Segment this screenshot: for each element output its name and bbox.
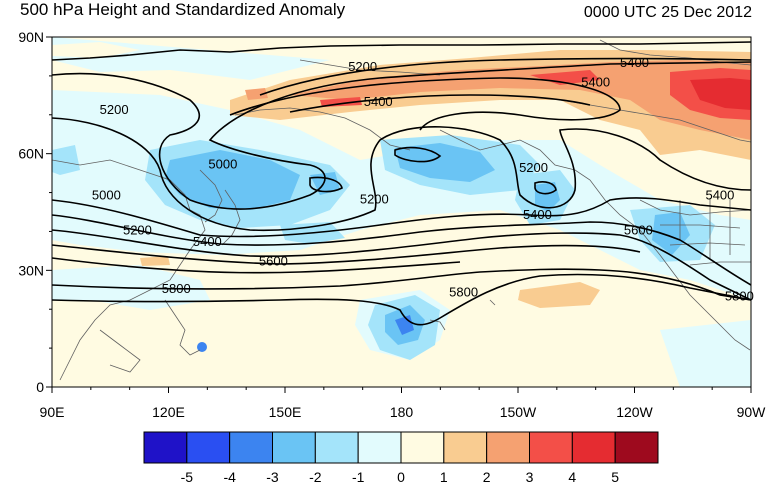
colorbar-label: 5 xyxy=(611,469,619,485)
contour-label: 5800 xyxy=(162,281,191,296)
colorbar-swatch xyxy=(571,431,616,464)
colorbar-swatch xyxy=(529,431,573,464)
contour-label: 5400 xyxy=(581,75,610,90)
colorbar xyxy=(143,431,659,464)
contour-label: 5200 xyxy=(100,102,129,117)
contour-label: 5400 xyxy=(620,55,649,70)
lon-label: 120W xyxy=(616,404,653,420)
colorbar-swatch xyxy=(229,431,274,464)
contour-label: 5000 xyxy=(208,156,237,171)
contour-label: 5400 xyxy=(193,234,222,249)
colorbar-label: -5 xyxy=(181,469,194,485)
contour-label: 5400 xyxy=(705,187,734,202)
contour-label: 5200 xyxy=(123,222,152,237)
contour-label: 5000 xyxy=(92,187,121,202)
contour-label: 5400 xyxy=(523,207,552,222)
colorbar-swatch xyxy=(400,431,445,464)
lat-label: 0 xyxy=(36,379,44,395)
colorbar-label: 4 xyxy=(568,469,576,485)
longitude-ticks: 90E 120E 150E 180 150W 120W 90W xyxy=(40,387,767,420)
colorbar-label: 0 xyxy=(397,469,405,485)
colorbar-swatch xyxy=(486,431,530,464)
colorbar-label: -2 xyxy=(309,469,322,485)
contour-label: 5800 xyxy=(725,289,754,304)
contour-label: 5400 xyxy=(364,94,393,109)
colorbar-swatch xyxy=(272,431,316,464)
colorbar-swatch xyxy=(443,431,488,464)
colorbar-labels: -5 -4 -3 -2 -1 0 1 2 3 4 5 xyxy=(181,469,620,485)
lon-label: 150E xyxy=(269,404,302,420)
lon-label: 120E xyxy=(152,404,185,420)
lat-label: 90N xyxy=(18,29,44,45)
colorbar-swatch xyxy=(314,431,359,464)
lon-label: 90E xyxy=(40,404,65,420)
lat-label: 60N xyxy=(18,146,44,162)
contour-label: 5200 xyxy=(519,160,548,175)
lat-label: 30N xyxy=(18,262,44,278)
colorbar-label: 1 xyxy=(440,469,448,485)
map-valid-time: 0000 UTC 25 Dec 2012 xyxy=(583,4,752,21)
contour-label: 5600 xyxy=(624,222,653,237)
anomaly-shading xyxy=(52,37,751,387)
colorbar-label: 2 xyxy=(483,469,491,485)
colorbar-swatch xyxy=(357,431,402,464)
contour-label: 5200 xyxy=(348,59,377,74)
colorbar-label: -4 xyxy=(223,469,236,485)
colorbar-swatch xyxy=(186,431,231,464)
latitude-ticks: 90N 60N 30N 0 xyxy=(18,29,52,395)
contour-label: 5200 xyxy=(360,191,389,206)
height-contours xyxy=(52,41,751,326)
contour-labels: 5200 5400 5400 5400 5200 5000 5000 5200 5200 5200… xyxy=(92,55,754,304)
contour-label: 5800 xyxy=(449,285,478,300)
lon-label: 180 xyxy=(390,404,414,420)
colorbar-label: -3 xyxy=(266,469,279,485)
contour-label: 5600 xyxy=(259,254,288,269)
colorbar-label: -1 xyxy=(352,469,365,485)
colorbar-label: 3 xyxy=(526,469,534,485)
coastlines xyxy=(52,39,751,381)
lon-label: 90W xyxy=(737,404,767,420)
colorbar-swatch xyxy=(614,431,659,464)
lon-label: 150W xyxy=(500,404,537,420)
colorbar-swatch xyxy=(143,431,188,464)
map-title: 500 hPa Height and Standardized Anomaly xyxy=(20,0,346,19)
